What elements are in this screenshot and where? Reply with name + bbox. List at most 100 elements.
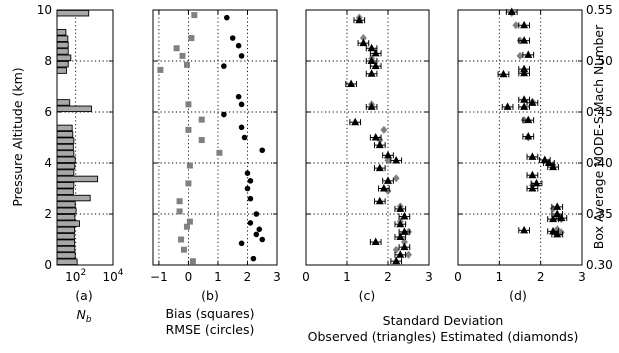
observed-triangle-marker	[549, 226, 558, 235]
rmse-circle-marker	[229, 35, 236, 41]
observed-triangle-marker	[520, 95, 529, 103]
x-tick-label: 1	[496, 270, 504, 284]
observed-triangle-marker	[503, 102, 512, 110]
rmse-circle-marker	[259, 236, 266, 243]
x-tick-label-base: 10	[102, 270, 117, 284]
rmse-circle-marker	[253, 231, 260, 238]
count-bar	[56, 188, 74, 195]
observed-triangle-marker	[371, 237, 380, 246]
panel-d: 0 1 2 30.30 0.35 0.40 0.45 0.50 0.55	[454, 3, 613, 284]
bias-square-marker	[198, 116, 205, 123]
bias-square-marker	[185, 101, 192, 108]
observed-triangle-marker	[528, 152, 537, 160]
count-bar	[56, 207, 77, 215]
bias-square-marker	[176, 208, 183, 215]
bias-square-marker	[186, 218, 193, 225]
rmse-circle-marker	[253, 211, 260, 217]
bias-square-marker	[178, 236, 185, 243]
y-tick-label: 10	[37, 3, 52, 17]
count-bar	[56, 201, 76, 208]
y-tick-label: 0.30	[586, 258, 613, 272]
panel-label-b: (b)	[201, 288, 219, 303]
y-tick-label: 8	[44, 54, 52, 68]
bias-square-marker	[173, 45, 180, 52]
count-bar	[56, 220, 80, 227]
observed-triangle-marker	[396, 219, 405, 228]
rmse-circle-marker	[247, 220, 254, 226]
x-tick-label: 1	[214, 270, 222, 284]
rmse-circle-marker	[244, 185, 251, 192]
observed-triangle-marker	[557, 213, 566, 222]
estimated-diamond-marker	[359, 34, 367, 43]
estimated-diamond-marker	[384, 156, 392, 165]
observed-triangle-marker	[528, 170, 537, 179]
bias-square-marker	[183, 223, 190, 230]
rmse-circle-marker	[221, 111, 227, 118]
count-bar	[56, 60, 69, 68]
y-tick-label: 0	[44, 258, 52, 272]
x-tick-label: 2	[244, 270, 252, 284]
count-bar	[56, 41, 69, 49]
count-bar	[56, 194, 91, 202]
observed-triangle-marker	[375, 140, 384, 149]
x-tick-label: 3	[273, 270, 281, 284]
observed-triangle-marker	[347, 79, 356, 87]
rmse-circle-marker	[244, 170, 251, 176]
estimated-diamond-marker	[516, 51, 524, 60]
count-bar	[56, 169, 75, 176]
x-tick-label: 0	[185, 270, 193, 284]
bias-square-marker	[157, 66, 164, 73]
y-tick-label: 0.45	[586, 105, 613, 119]
x-axis-title-rmse: RMSE (circles)	[166, 322, 255, 337]
observed-triangle-marker	[553, 209, 562, 217]
observed-triangle-marker	[384, 150, 392, 159]
bias-square-marker	[183, 61, 190, 68]
panel-sublabel-a: Nb	[76, 307, 91, 325]
observed-triangle-marker	[400, 242, 409, 251]
observed-triangle-marker	[367, 102, 376, 110]
observed-triangle-marker	[540, 155, 549, 163]
count-bar	[56, 213, 76, 221]
y-tick-label: 6	[44, 105, 52, 119]
y-tick-label: 2	[44, 207, 52, 221]
x-tick-label: −1	[150, 270, 168, 284]
plot-frame	[152, 9, 278, 266]
x-tick-label: 2	[537, 270, 545, 284]
x-tick-label: 3	[578, 270, 586, 284]
rmse-circle-marker	[247, 178, 254, 184]
bias-square-marker	[186, 162, 193, 169]
x-tick-label: 1	[343, 270, 351, 284]
observed-triangle-marker	[520, 68, 529, 77]
count-bar	[56, 131, 74, 138]
observed-triangle-marker	[359, 38, 368, 47]
observed-triangle-marker	[392, 155, 401, 164]
count-bar	[56, 143, 74, 151]
observed-triangle-marker	[528, 98, 537, 106]
rmse-circle-marker	[238, 53, 245, 59]
observed-triangle-marker	[544, 158, 553, 166]
panel-c: 0 1 2 3	[302, 9, 433, 284]
bias-square-marker	[216, 149, 223, 156]
observed-triangle-marker	[499, 69, 508, 78]
observed-triangle-marker	[524, 50, 533, 58]
count-bar	[56, 124, 73, 132]
observed-triangle-marker	[384, 176, 392, 184]
panel-label-c: (c)	[359, 288, 376, 303]
observed-triangle-marker	[371, 48, 380, 57]
observed-triangle-marker	[371, 61, 380, 70]
rmse-circle-marker	[256, 226, 263, 233]
count-bar	[56, 182, 75, 189]
observed-triangle-marker	[379, 184, 388, 192]
observed-triangle-marker	[367, 43, 376, 52]
count-bar	[56, 245, 76, 253]
observed-triangle-marker	[400, 212, 409, 220]
bias-square-marker	[191, 12, 198, 19]
observed-triangle-marker	[520, 225, 529, 234]
observed-triangle-marker	[553, 202, 562, 210]
observed-triangle-marker	[520, 102, 529, 110]
bias-square-marker	[185, 126, 192, 133]
rmse-circle-marker	[238, 124, 245, 131]
observed-triangle-marker	[507, 7, 516, 16]
rmse-circle-marker	[221, 63, 227, 69]
x-tick-label: 3	[425, 270, 433, 284]
